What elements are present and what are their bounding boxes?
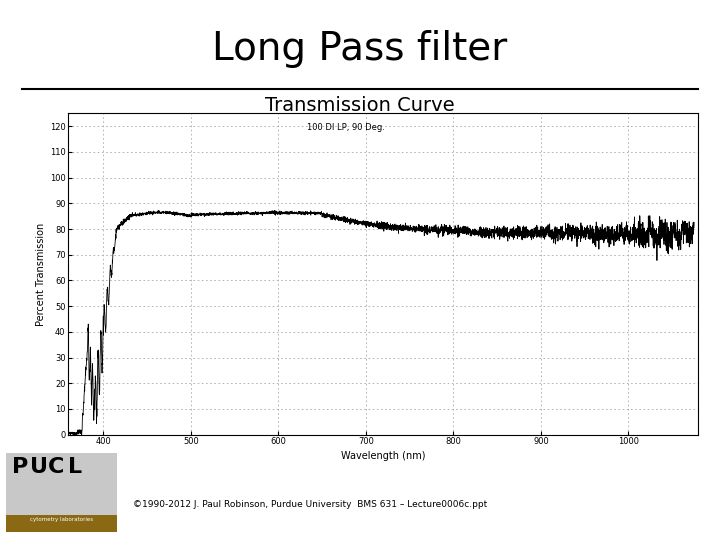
Text: C: C (48, 457, 65, 477)
Text: cytometry laboratories: cytometry laboratories (30, 517, 93, 522)
Bar (6, 515, 117, 532)
Text: 100 DI LP, 90 Deg.: 100 DI LP, 90 Deg. (307, 123, 384, 132)
Text: L: L (68, 457, 82, 477)
Bar (6, 453, 117, 532)
Text: P: P (12, 457, 29, 477)
Text: Long Pass filter: Long Pass filter (212, 30, 508, 68)
Y-axis label: Percent Transmission: Percent Transmission (36, 222, 45, 326)
X-axis label: Wavelength (nm): Wavelength (nm) (341, 451, 426, 461)
Text: Transmission Curve: Transmission Curve (265, 96, 455, 115)
Text: U: U (30, 457, 48, 477)
Text: ©1990-2012 J. Paul Robinson, Purdue University  BMS 631 – Lecture0006c.ppt: ©1990-2012 J. Paul Robinson, Purdue Univ… (133, 500, 487, 509)
